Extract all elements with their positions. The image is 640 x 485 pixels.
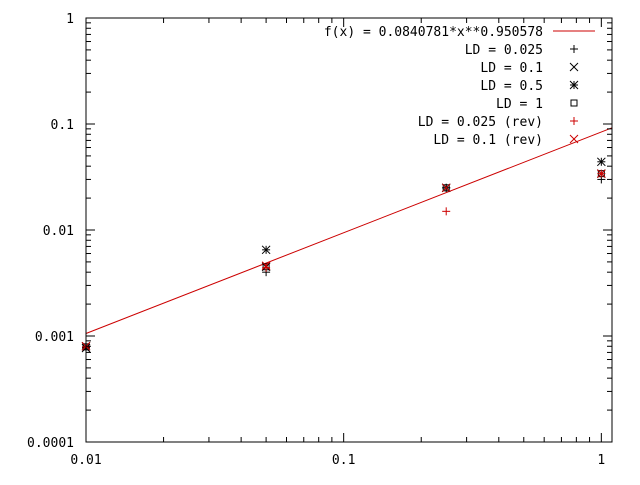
- fit-layer: [85, 127, 613, 334]
- x-tick-label: 1: [597, 453, 605, 468]
- legend-label: LD = 1: [496, 97, 543, 112]
- legend-marker: [569, 80, 579, 90]
- y-tick-label: 1: [66, 12, 74, 27]
- legend-marker: [570, 99, 578, 107]
- legend-marker: [570, 45, 578, 53]
- data-point: [442, 184, 450, 192]
- y-tick-label: 0.01: [43, 224, 74, 239]
- legend-label: LD = 0.5: [480, 79, 543, 94]
- fit-line: [85, 127, 613, 334]
- legend: f(x) = 0.0840781*x**0.950578 LD = 0.025 LD…: [324, 25, 595, 148]
- legend-label: LD = 0.1 (rev): [433, 133, 543, 148]
- data-point: [441, 183, 451, 193]
- data-point: [596, 157, 606, 167]
- x-tick-label: 0.01: [70, 453, 101, 468]
- data-point: [261, 245, 271, 255]
- y-tick-label: 0.001: [35, 330, 74, 345]
- legend-marker: [569, 62, 579, 72]
- legend-marker: [569, 134, 579, 144]
- legend-label: LD = 0.025: [465, 43, 543, 58]
- data-point: [261, 261, 271, 271]
- y-tick-label: 0.1: [51, 118, 74, 133]
- legend-marker: [570, 117, 578, 125]
- legend-fit-label: f(x) = 0.0840781*x**0.950578: [324, 25, 543, 40]
- data-point: [596, 169, 606, 179]
- x-tick-label: 0.1: [332, 453, 355, 468]
- points-layer: [81, 157, 606, 353]
- legend-label: LD = 0.1: [480, 61, 543, 76]
- y-tick-label: 0.0001: [27, 436, 74, 451]
- ticks-layer: 0.01 0.1 1 0.0001 0.001 0.01 0.1 1: [27, 12, 612, 468]
- data-point: [442, 207, 451, 216]
- legend-label: LD = 0.025 (rev): [418, 115, 543, 130]
